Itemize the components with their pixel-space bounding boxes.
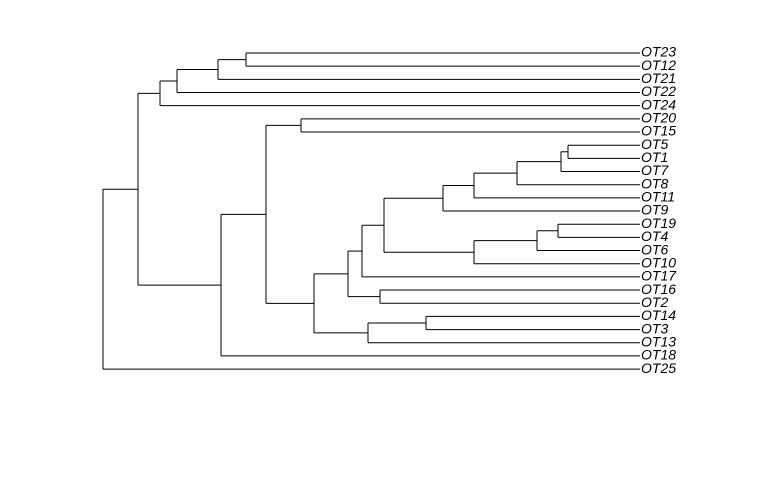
leaf-label: OT22 — [641, 83, 676, 99]
leaf-label: OT3 — [641, 320, 668, 336]
leaf-label: OT6 — [641, 241, 668, 257]
leaf-label: OT25 — [641, 360, 676, 376]
leaf-label: OT13 — [641, 333, 676, 349]
leaf-label: OT20 — [641, 110, 676, 126]
leaf-label: OT15 — [641, 123, 676, 139]
leaf-label: OT12 — [641, 57, 676, 73]
leaf-label: OT2 — [641, 294, 668, 310]
leaf-label: OT14 — [641, 307, 676, 323]
leaf-label: OT7 — [641, 162, 669, 178]
leaf-label: OT9 — [641, 202, 668, 218]
leaf-label: OT11 — [641, 189, 675, 205]
leaf-label: OT21 — [641, 70, 676, 86]
leaf-label: OT23 — [641, 44, 676, 60]
leaf-label: OT19 — [641, 215, 676, 231]
leaf-label: OT24 — [641, 96, 676, 112]
leaf-label: OT18 — [641, 347, 676, 363]
leaf-label: OT10 — [641, 254, 676, 270]
leaf-label: OT17 — [641, 268, 677, 284]
leaf-label: OT5 — [641, 136, 668, 152]
leaf-label: OT4 — [641, 228, 668, 244]
leaf-label: OT8 — [641, 175, 668, 191]
leaf-label: OT1 — [641, 149, 668, 165]
leaf-label: OT16 — [641, 281, 676, 297]
